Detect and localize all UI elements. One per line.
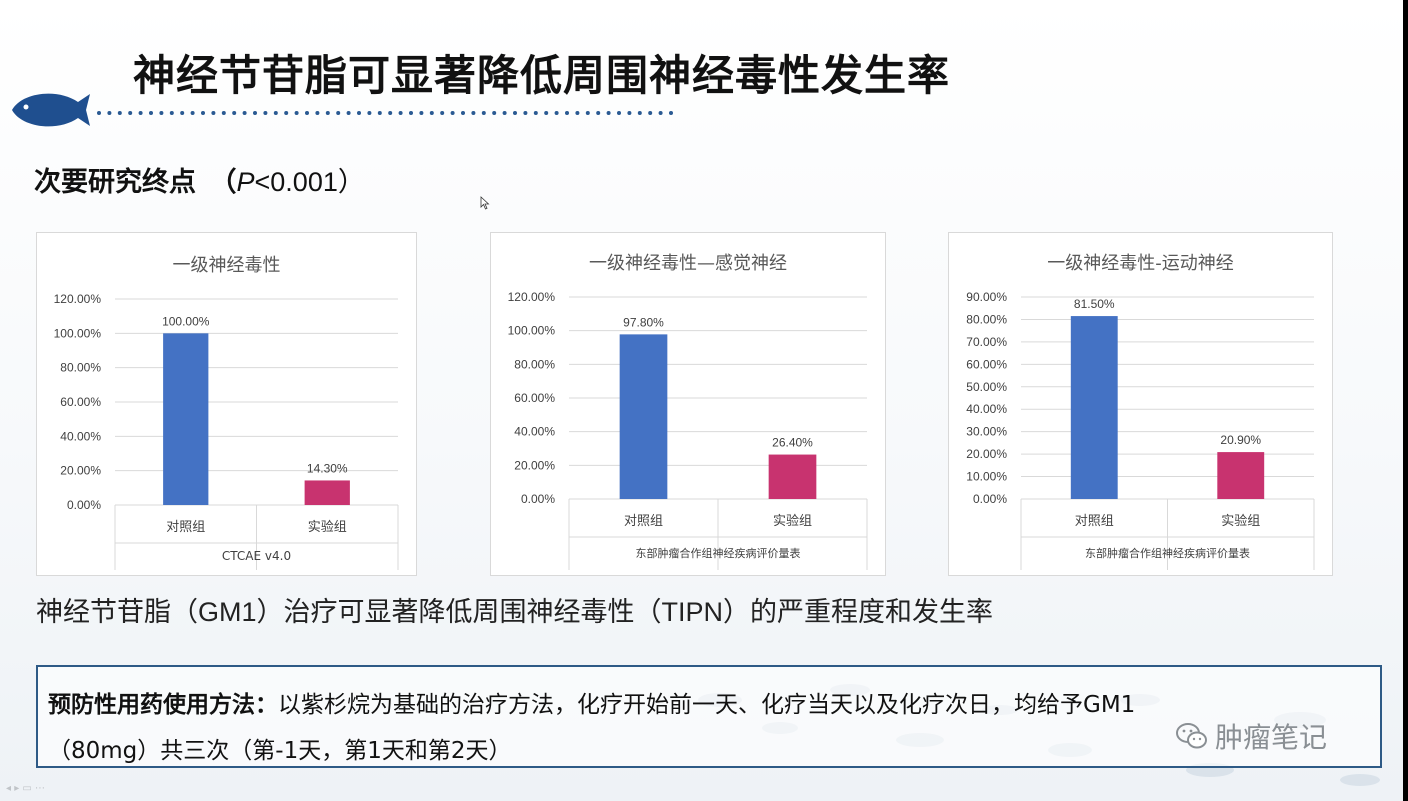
- data-label: 20.90%: [1220, 433, 1261, 447]
- prevention-dosage-box: 预防性用药使用方法：以紫杉烷为基础的治疗方法，化疗开始前一天、化疗当天以及化疗次…: [36, 665, 1382, 768]
- chart-svg: 一级神经毒性-运动神经 0.00% 10.00% 20.00% 30.00% 40.00%…: [966, 253, 1315, 570]
- data-label: 97.80%: [623, 315, 664, 329]
- screen-edge: [1403, 0, 1408, 801]
- summary-statement: 神经节苷脂（GM1）治疗可显著降低周围神经毒性（TIPN）的严重程度和发生率: [36, 597, 994, 627]
- x-axis-label: 东部肿瘤合作组神经疾病评价量表: [636, 546, 801, 560]
- chart-grade1-motor-neurotoxicity: 一级神经毒性-运动神经 0.00% 10.00% 20.00% 30.00% 40.00%…: [948, 232, 1333, 576]
- y-tick-label: 100.00%: [508, 324, 556, 338]
- secondary-endpoint-heading: 次要研究终点 （P<0.001）: [34, 160, 365, 199]
- bar-experiment: [304, 480, 350, 505]
- y-tick-label: 60.00%: [966, 357, 1007, 371]
- category-label: 实验组: [773, 513, 812, 529]
- data-label: 26.40%: [772, 436, 813, 450]
- y-tick-label: 60.00%: [60, 395, 101, 409]
- y-tick-label: 70.00%: [966, 335, 1007, 349]
- data-label: 81.50%: [1074, 297, 1115, 311]
- category-label: 实验组: [1221, 513, 1260, 529]
- y-tick-label: 20.00%: [514, 458, 555, 472]
- category-label: 对照组: [624, 514, 663, 529]
- data-label: 100.00%: [162, 314, 210, 328]
- dotted-divider: [97, 111, 673, 115]
- fish-icon: [12, 93, 90, 127]
- y-tick-label: 50.00%: [966, 380, 1007, 394]
- y-tick-label: 100.00%: [54, 326, 102, 340]
- y-tick-label: 80.00%: [966, 312, 1007, 326]
- chart-svg: 一级神经毒性—感觉神经 0.00% 20.00% 40.00% 60.00% 80.00%…: [508, 253, 868, 570]
- data-label: 14.30%: [307, 461, 348, 475]
- chart-svg: 一级神经毒性 0.00% 20.00% 40.00% 60.00% 80.00% 100.0…: [54, 255, 399, 570]
- wechat-icon: [1176, 723, 1207, 749]
- bar-experiment: [768, 454, 817, 499]
- y-tick-label: 30.00%: [966, 425, 1007, 439]
- y-tick-label: 0.00%: [67, 498, 101, 512]
- slideshow-controls[interactable]: ◂ ▸ ▭ ⋯: [6, 783, 46, 794]
- y-tick-label: 10.00%: [966, 470, 1007, 484]
- category-label: 对照组: [1075, 514, 1114, 529]
- p-value: <0.001）: [254, 167, 365, 197]
- watermark-text: 肿瘤笔记: [1215, 721, 1328, 754]
- chart-title: 一级神经毒性-运动神经: [1047, 253, 1234, 274]
- wechat-watermark: 肿瘤笔记: [1175, 716, 1327, 756]
- bar-control: [1070, 316, 1118, 499]
- note-line-1: 预防性用药使用方法：以紫杉烷为基础的治疗方法，化疗开始前一天、化疗当天以及化疗次…: [48, 685, 1135, 719]
- y-tick-label: 60.00%: [514, 391, 555, 405]
- y-tick-label: 40.00%: [60, 429, 101, 443]
- p-symbol: P: [236, 167, 255, 197]
- y-tick-label: 40.00%: [966, 402, 1007, 416]
- subtitle-prefix: 次要研究终点 （: [34, 167, 237, 198]
- y-tick-label: 0.00%: [521, 492, 555, 506]
- y-tick-label: 80.00%: [514, 357, 555, 371]
- chart-title: 一级神经毒性: [173, 255, 281, 276]
- y-tick-label: 20.00%: [60, 464, 101, 478]
- y-tick-label: 20.00%: [966, 447, 1007, 461]
- bar-control: [619, 334, 668, 499]
- chart-grade1-neurotoxicity: 一级神经毒性 0.00% 20.00% 40.00% 60.00% 80.00% 100.0…: [36, 232, 417, 576]
- category-label: 对照组: [166, 520, 205, 535]
- note-label: 预防性用药使用方法：: [48, 692, 278, 718]
- note-text-1: 以紫杉烷为基础的治疗方法，化疗开始前一天、化疗当天以及化疗次日，均给予GM1: [278, 692, 1136, 718]
- y-tick-label: 120.00%: [508, 290, 556, 304]
- x-axis-label: CTCAE v4.0: [222, 549, 291, 563]
- page-title: 神经节苷脂可显著降低周围神经毒性发生率: [133, 51, 951, 100]
- y-tick-label: 120.00%: [54, 292, 102, 306]
- y-tick-label: 90.00%: [966, 290, 1007, 304]
- y-tick-label: 0.00%: [973, 492, 1007, 506]
- mouse-cursor-icon: [480, 196, 490, 210]
- chart-grade1-sensory-neurotoxicity: 一级神经毒性—感觉神经 0.00% 20.00% 40.00% 60.00% 80.00%…: [490, 232, 886, 576]
- bar-experiment: [1217, 452, 1265, 499]
- note-line-2: （80mg）共三次（第-1天，第1天和第2天）: [48, 738, 512, 764]
- category-label: 实验组: [308, 519, 347, 535]
- x-axis-label: 东部肿瘤合作组神经疾病评价量表: [1085, 546, 1250, 560]
- bar-control: [163, 333, 209, 505]
- y-tick-label: 40.00%: [514, 425, 555, 439]
- y-tick-label: 80.00%: [60, 361, 101, 375]
- chart-title: 一级神经毒性—感觉神经: [589, 253, 787, 274]
